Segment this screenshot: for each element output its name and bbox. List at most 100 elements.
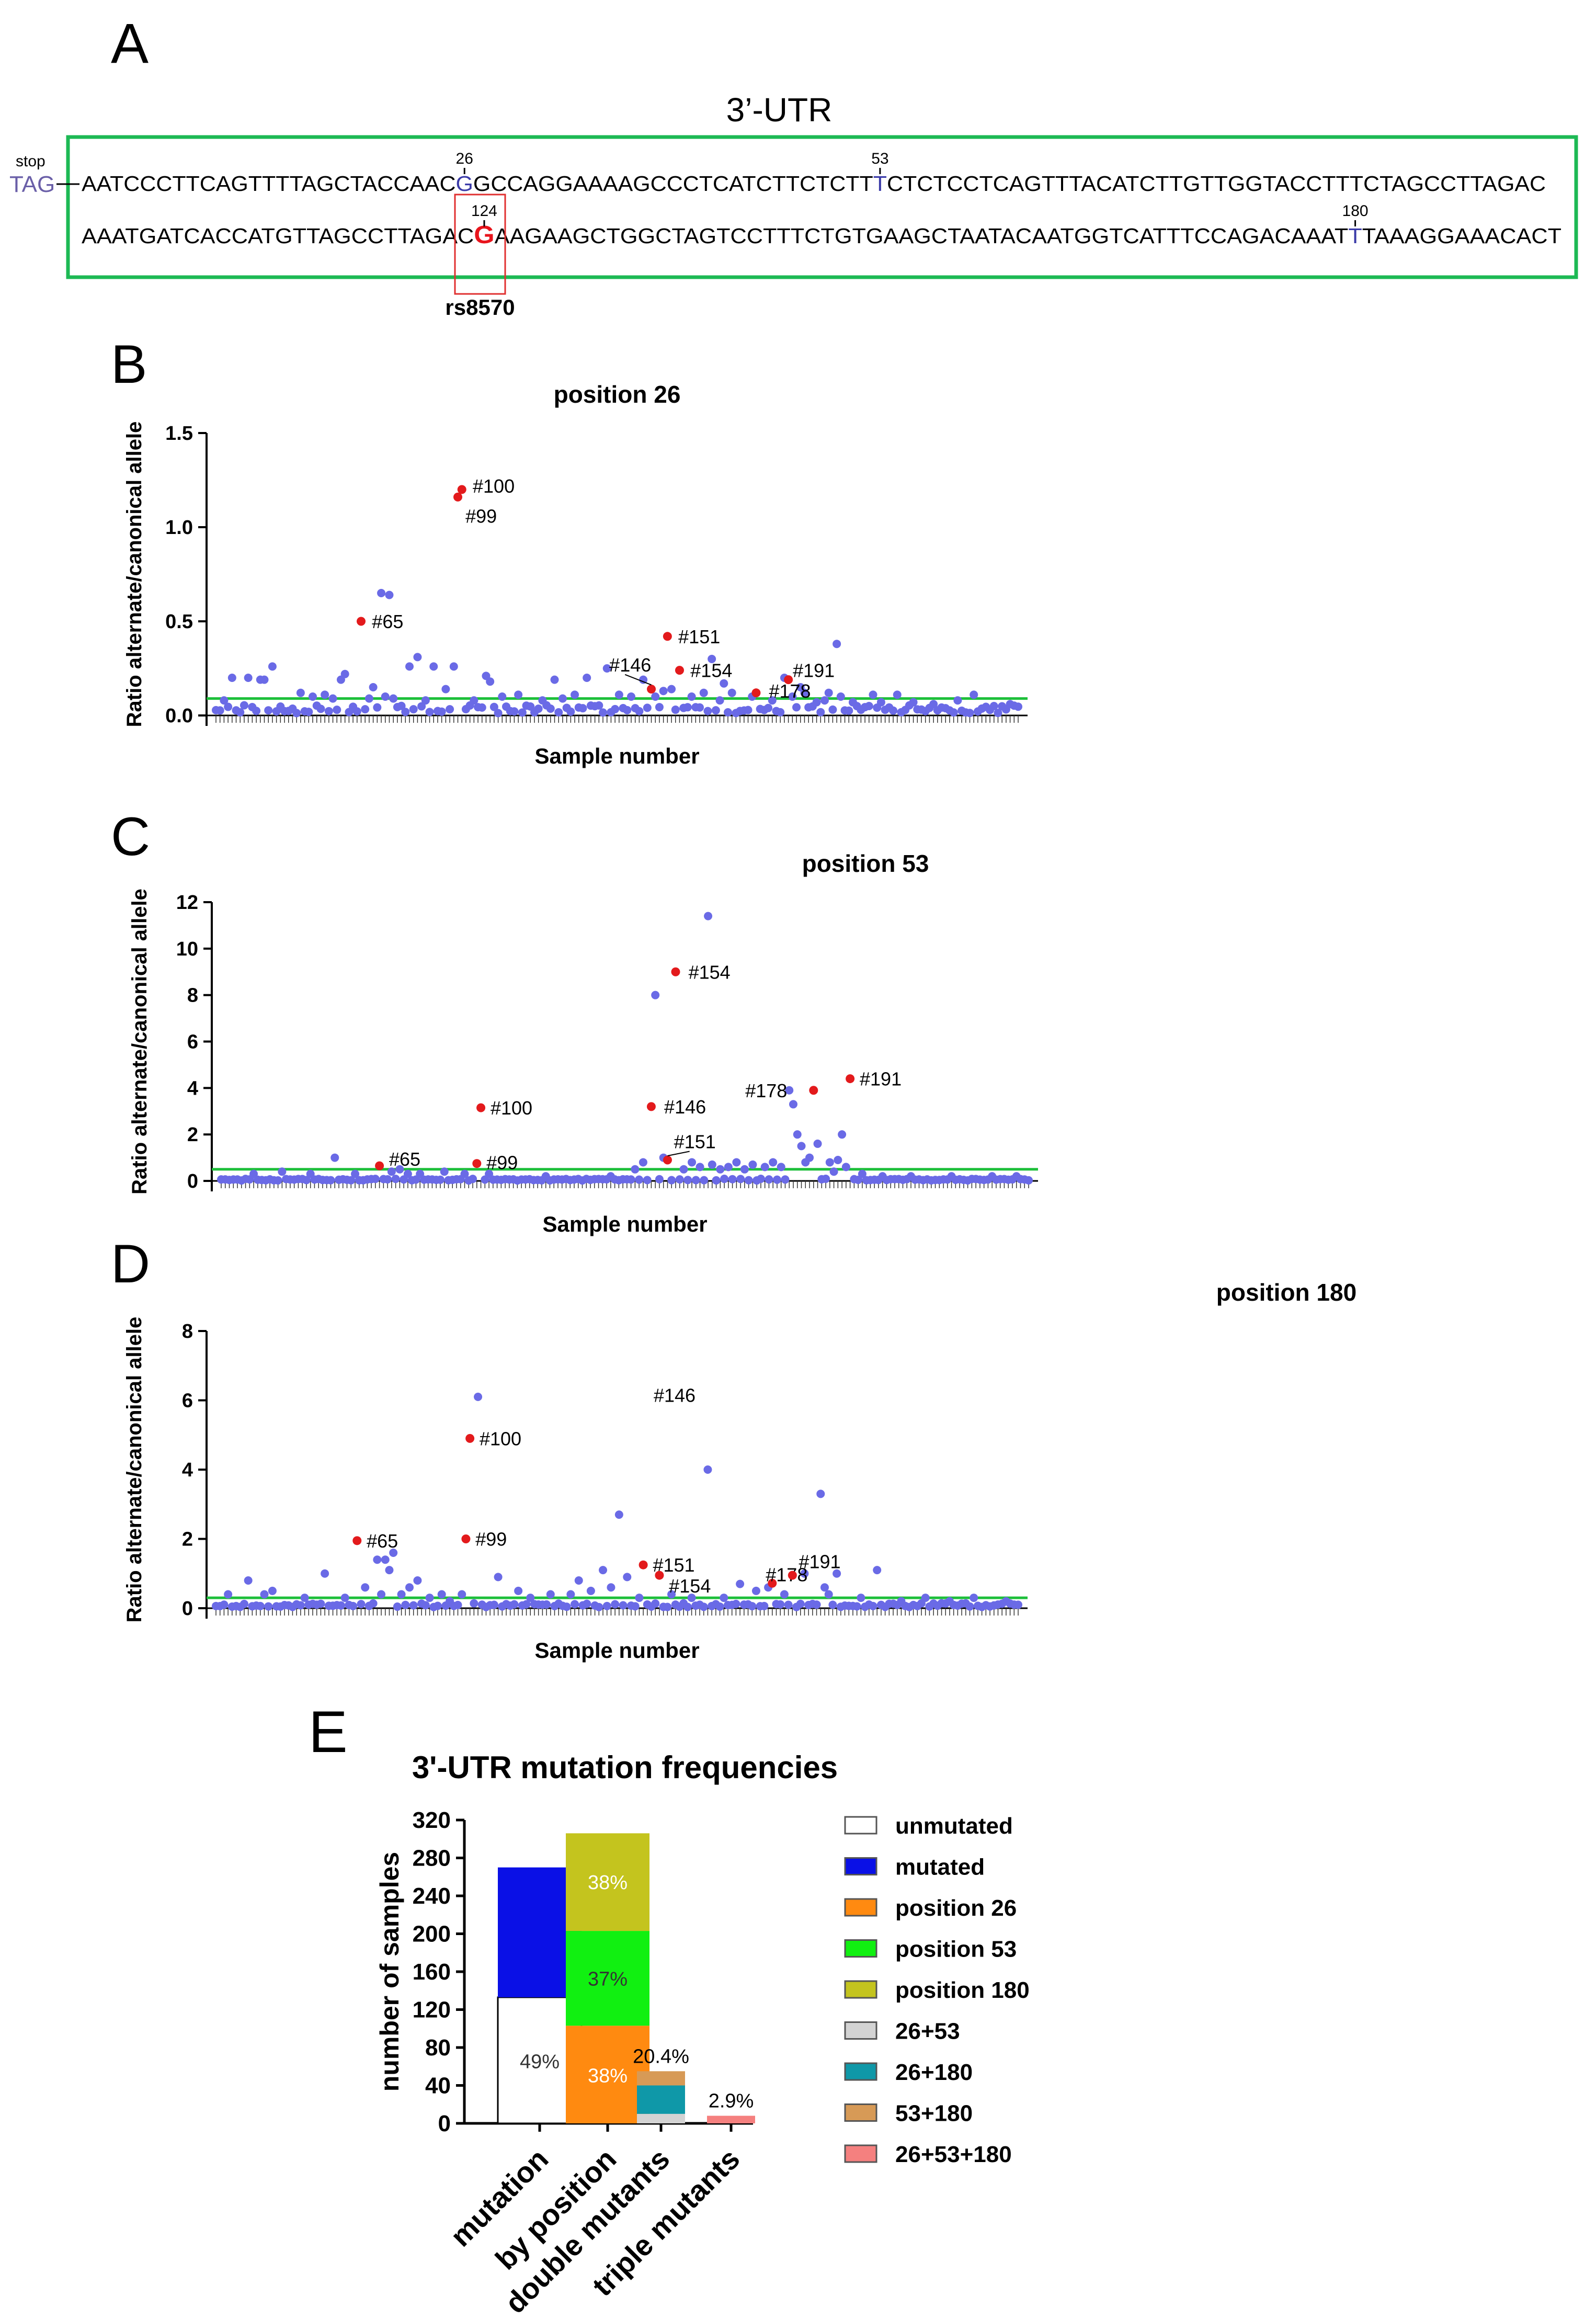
data-point (667, 1590, 676, 1599)
x-axis-label: Sample number (534, 1638, 699, 1663)
highlight-point (655, 1571, 664, 1580)
highlight-label: #178 (745, 1080, 787, 1101)
bar-segment (637, 2113, 685, 2123)
data-point (793, 1130, 802, 1139)
chart-title: position 180 (1216, 1279, 1356, 1306)
y-axis-label: Ratio alternate/canonical allele (123, 1317, 146, 1623)
data-point (574, 1576, 583, 1585)
highlight-label: #154 (689, 961, 731, 983)
data-point (436, 1175, 444, 1184)
position-marker-53: 53 (871, 150, 888, 167)
data-point (409, 705, 418, 714)
data-point (397, 701, 406, 710)
data-point (347, 1176, 356, 1185)
data-point (607, 1583, 615, 1592)
y-tick-label: 200 (413, 1921, 451, 1947)
data-point (421, 696, 430, 705)
data-point (437, 1590, 446, 1599)
legend-label: 26+180 (895, 2060, 973, 2085)
sequence-segment-1-1: G (456, 172, 473, 196)
highlight-label: #191 (793, 660, 835, 681)
panel-a-letter: A (111, 12, 149, 75)
data-point (772, 1175, 781, 1184)
y-axis-label: Ratio alternate/canonical allele (123, 422, 146, 727)
data-point (626, 692, 635, 701)
legend-label: mutated (895, 1855, 985, 1880)
data-point (383, 1175, 392, 1184)
data-point (812, 698, 821, 707)
y-tick-label: 0 (187, 1170, 198, 1192)
data-point (611, 704, 620, 713)
legend-label: 26+53+180 (895, 2142, 1012, 2167)
data-point (249, 1169, 258, 1178)
data-point (822, 1175, 830, 1184)
data-point (611, 1600, 620, 1609)
highlight-label: #65 (372, 611, 403, 632)
data-point (526, 1594, 535, 1602)
data-point (514, 1586, 523, 1595)
highlight-label: #99 (475, 1529, 507, 1550)
data-point (777, 1163, 785, 1172)
highlight-label: #178 (766, 1564, 807, 1586)
data-point (489, 1600, 498, 1609)
highlight-label: #100 (480, 1428, 521, 1449)
data-point (562, 1602, 571, 1611)
bar-segment (637, 2085, 685, 2114)
data-point (417, 702, 426, 711)
highlight-point (846, 1074, 855, 1084)
legend-swatch (844, 2021, 877, 2040)
highlight-label: #151 (678, 626, 720, 647)
data-point (220, 696, 229, 705)
data-point (820, 1583, 829, 1592)
data-point (421, 1601, 430, 1610)
panel-letter: C (111, 806, 150, 867)
data-point (300, 1594, 309, 1602)
data-point (614, 1510, 623, 1519)
data-point (599, 708, 608, 717)
data-point (736, 1175, 745, 1184)
data-point (816, 1489, 825, 1498)
data-point (834, 1156, 842, 1165)
data-point (708, 1160, 716, 1169)
data-point (602, 664, 611, 673)
highlight-label: #65 (389, 1148, 420, 1170)
segment-label: 38% (588, 2065, 628, 2087)
data-point (829, 1167, 838, 1176)
highlight-point (453, 492, 463, 502)
highlight-point (768, 1578, 777, 1588)
data-point (833, 640, 841, 649)
x-axis-label: Sample number (534, 744, 699, 768)
stop-codon: TAG (9, 172, 55, 197)
legend-swatch (844, 2103, 877, 2122)
data-point (764, 703, 773, 712)
data-point (326, 1176, 335, 1185)
highlight-label: #146 (654, 1385, 696, 1406)
data-point (751, 1586, 760, 1595)
data-point (776, 1600, 785, 1609)
data-point (583, 1599, 591, 1608)
highlight-label: #191 (799, 1551, 840, 1573)
data-point (224, 702, 233, 711)
highlight-point (639, 1560, 648, 1570)
highlight-point (647, 685, 656, 694)
y-tick-label: 12 (176, 892, 198, 914)
data-point (699, 1602, 708, 1611)
data-point (691, 1176, 700, 1185)
data-point (635, 707, 644, 715)
highlight-point (675, 666, 684, 675)
data-point (377, 1590, 386, 1599)
data-point (602, 1601, 611, 1610)
x-axis-label: Sample number (542, 1212, 707, 1236)
data-point (486, 677, 495, 686)
legend-label: unmutated (895, 1813, 1013, 1839)
data-point (470, 696, 478, 705)
data-point (631, 1602, 640, 1611)
position-marker-180: 180 (1342, 202, 1369, 220)
data-point (854, 1175, 863, 1184)
data-point (460, 1169, 469, 1178)
data-point (841, 1163, 850, 1172)
y-tick-label: 120 (413, 1997, 451, 2023)
data-point (586, 1586, 595, 1595)
data-point (651, 991, 660, 999)
